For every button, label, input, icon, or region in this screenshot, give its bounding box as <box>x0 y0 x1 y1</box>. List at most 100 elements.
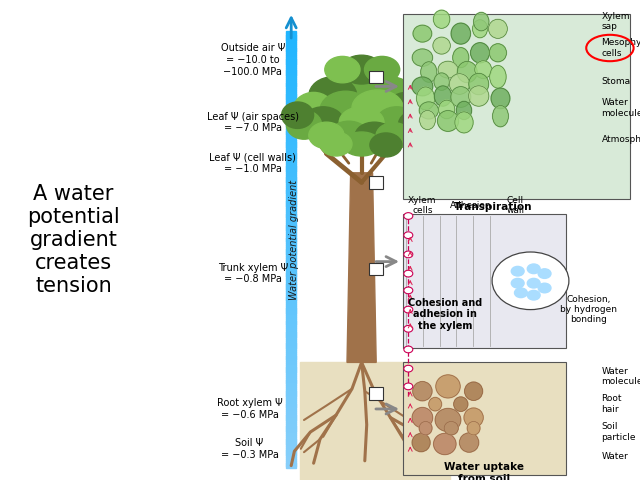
Ellipse shape <box>457 61 477 83</box>
Bar <box>286 330 296 333</box>
Bar <box>286 341 296 344</box>
Circle shape <box>404 232 413 239</box>
Ellipse shape <box>433 10 450 28</box>
Bar <box>286 319 296 322</box>
Ellipse shape <box>302 107 344 138</box>
Bar <box>286 53 296 55</box>
Bar <box>286 63 296 66</box>
Bar <box>286 363 296 365</box>
Circle shape <box>404 306 413 313</box>
Bar <box>286 295 296 298</box>
Bar <box>286 177 296 180</box>
Ellipse shape <box>438 61 458 78</box>
Ellipse shape <box>330 121 368 148</box>
FancyBboxPatch shape <box>403 214 566 348</box>
Ellipse shape <box>370 133 402 157</box>
Text: Outside air Ψ
= −10.0 to
−100.0 MPa: Outside air Ψ = −10.0 to −100.0 MPa <box>221 43 285 77</box>
Bar <box>286 186 296 189</box>
Bar <box>286 336 296 339</box>
Bar <box>286 61 296 64</box>
Ellipse shape <box>429 397 442 411</box>
Circle shape <box>492 252 569 310</box>
Bar <box>286 432 296 435</box>
Bar <box>286 324 296 326</box>
Circle shape <box>527 264 540 274</box>
Bar <box>286 461 296 464</box>
Bar <box>286 155 296 158</box>
Bar <box>286 109 296 112</box>
Bar <box>286 66 296 68</box>
Bar <box>286 37 296 40</box>
Ellipse shape <box>412 408 433 428</box>
Bar <box>286 384 296 387</box>
Ellipse shape <box>449 74 470 94</box>
Bar <box>286 452 296 455</box>
Ellipse shape <box>456 101 472 120</box>
Bar <box>286 301 296 304</box>
Bar <box>286 94 296 97</box>
Bar <box>286 101 296 103</box>
Ellipse shape <box>490 65 506 88</box>
Bar <box>286 87 296 90</box>
Ellipse shape <box>308 122 344 149</box>
Bar <box>286 203 296 206</box>
Bar <box>286 221 296 223</box>
Circle shape <box>538 269 551 278</box>
Bar <box>286 421 296 424</box>
Circle shape <box>404 251 413 258</box>
Text: Root
hair: Root hair <box>602 395 622 414</box>
Bar <box>286 129 296 132</box>
Bar <box>286 441 296 444</box>
Ellipse shape <box>468 86 489 106</box>
Ellipse shape <box>491 88 510 108</box>
Bar <box>286 39 296 42</box>
Bar <box>286 168 296 171</box>
Bar <box>286 269 296 272</box>
Ellipse shape <box>282 102 314 128</box>
Bar <box>286 242 296 245</box>
Bar <box>286 135 296 138</box>
Bar <box>286 284 296 287</box>
Bar <box>286 266 296 269</box>
Bar <box>286 463 296 466</box>
Bar <box>286 245 296 247</box>
Bar <box>286 98 296 101</box>
Bar <box>286 210 296 213</box>
Bar <box>286 166 296 169</box>
Ellipse shape <box>385 92 428 128</box>
Circle shape <box>404 270 413 277</box>
Text: Water potential gradient: Water potential gradient <box>289 180 300 300</box>
Bar <box>286 343 296 346</box>
Text: Leaf Ψ (cell walls)
= −1.0 MPa: Leaf Ψ (cell walls) = −1.0 MPa <box>209 153 296 174</box>
Bar <box>300 362 450 480</box>
Bar <box>286 445 296 448</box>
Circle shape <box>404 346 413 353</box>
Ellipse shape <box>420 110 435 130</box>
Bar <box>286 404 296 407</box>
Bar <box>286 133 296 136</box>
Ellipse shape <box>419 102 438 119</box>
Bar <box>286 345 296 348</box>
Bar <box>286 181 296 184</box>
Bar <box>286 448 296 451</box>
Ellipse shape <box>468 73 489 95</box>
Bar <box>286 348 296 350</box>
Bar <box>286 304 296 306</box>
Bar <box>286 376 296 378</box>
Bar <box>286 308 296 311</box>
Bar <box>286 317 296 320</box>
Bar <box>286 383 296 385</box>
Ellipse shape <box>398 110 434 139</box>
Bar <box>286 149 296 151</box>
Bar <box>286 225 296 228</box>
Bar <box>286 201 296 204</box>
Bar <box>286 59 296 62</box>
Text: A water
potential
gradient
creates
tension: A water potential gradient creates tensi… <box>28 184 120 296</box>
Bar <box>286 271 296 274</box>
Bar <box>286 450 296 453</box>
Text: Trunk xylem Ψ
= −0.8 MPa: Trunk xylem Ψ = −0.8 MPa <box>218 263 288 284</box>
Bar <box>286 164 296 167</box>
Bar <box>286 105 296 108</box>
Bar <box>286 107 296 110</box>
Bar <box>286 192 296 195</box>
